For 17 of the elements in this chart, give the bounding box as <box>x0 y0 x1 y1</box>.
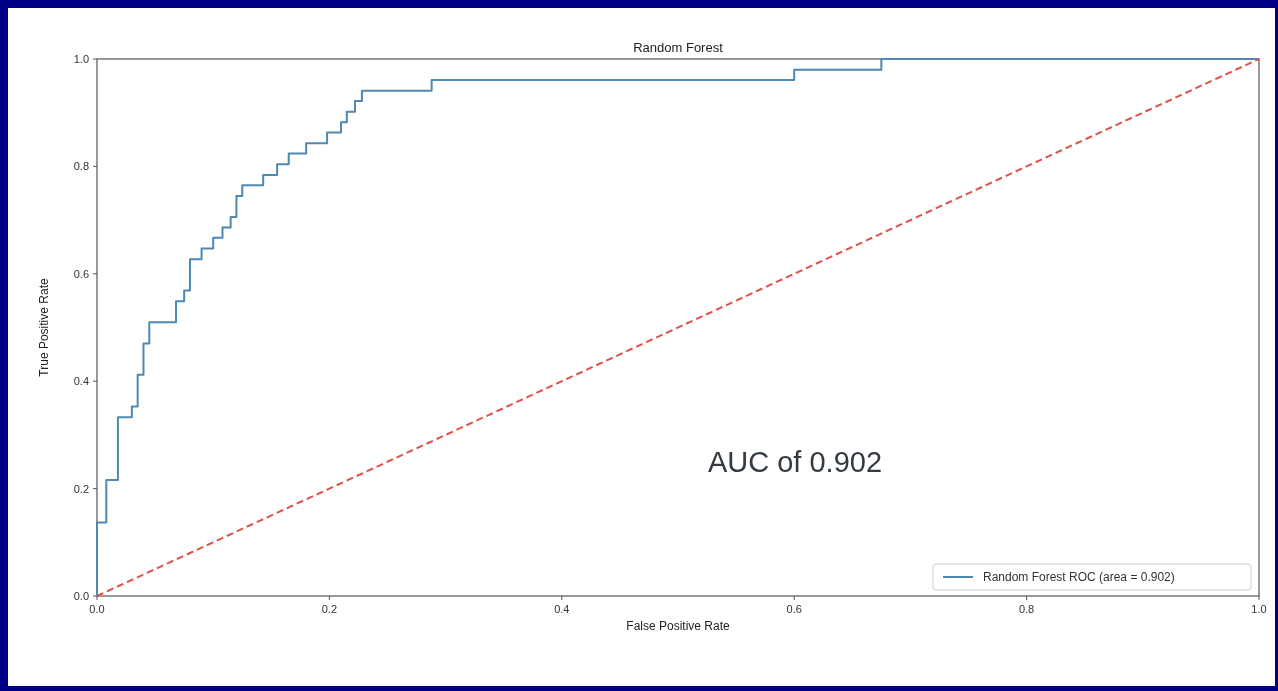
x-tick-label: 0.6 <box>786 603 802 615</box>
y-tick-label: 0.8 <box>73 160 89 173</box>
y-tick-label: 1.0 <box>73 53 89 65</box>
x-tick-label: 0.8 <box>1018 603 1035 615</box>
chart-title: Random Forest <box>633 40 724 55</box>
x-tick-label: 0.0 <box>89 603 105 615</box>
x-tick-label: 0.4 <box>554 603 570 615</box>
annotation: AUC of 0.902 <box>707 446 883 478</box>
x-tick-label: 1.0 <box>1251 603 1267 615</box>
y-axis-title: True Positive Rate <box>37 278 51 377</box>
x-axis-title: False Positive Rate <box>626 619 731 633</box>
y-tick-label: 0.0 <box>73 590 89 602</box>
y-tick-label: 0.2 <box>73 482 89 495</box>
y-tick-label: 0.6 <box>73 267 89 280</box>
y-tick-label: 0.4 <box>73 375 89 388</box>
legend-label: Random Forest ROC (area = 0.902) <box>983 570 1175 584</box>
x-tick-label: 0.2 <box>321 603 338 615</box>
